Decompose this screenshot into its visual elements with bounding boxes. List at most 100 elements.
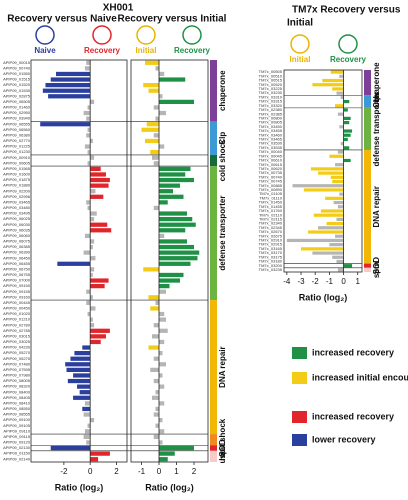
bar <box>153 378 159 384</box>
category-label: APIP09_06380 <box>3 132 31 137</box>
category-label: APIP09_07980 <box>3 373 31 378</box>
bar <box>159 183 180 188</box>
category-label: APIP09_09150 <box>3 283 31 288</box>
bar <box>159 166 191 171</box>
group-strip <box>210 445 217 451</box>
group-label: cold shock <box>218 139 227 181</box>
bar <box>155 406 159 412</box>
bar <box>336 259 344 264</box>
bar <box>145 138 159 144</box>
bar <box>329 154 344 158</box>
category-label: TM7x_02910 <box>259 238 283 243</box>
bar <box>90 328 110 333</box>
legend-label: increased initial encounter <box>312 372 408 382</box>
bar <box>318 226 344 230</box>
bar <box>83 110 91 116</box>
bar <box>153 105 159 110</box>
bar <box>325 196 344 200</box>
category-label: TM7x_00515 <box>259 78 283 83</box>
bar <box>74 351 91 356</box>
bar <box>335 104 344 108</box>
category-label: APIP09_01230 <box>3 149 31 154</box>
category-label: APIP09_02950 <box>3 110 31 115</box>
bar <box>87 311 91 317</box>
x-tick-label: 2 <box>192 467 197 476</box>
group-label: spm <box>372 262 381 278</box>
group-strip <box>210 434 217 446</box>
bar <box>150 306 159 311</box>
bar <box>155 390 159 395</box>
bar <box>308 230 344 234</box>
category-label: TM7x_03450 <box>259 124 283 129</box>
category-label: APIP09_05275 <box>3 356 31 361</box>
bar <box>86 133 91 138</box>
bar <box>335 234 344 238</box>
bar <box>50 445 91 451</box>
bar <box>87 150 91 155</box>
group-label: SOD <box>372 257 381 275</box>
bar <box>90 183 109 188</box>
category-label: TM7x_00890 <box>259 187 283 192</box>
x-tick-label: 2 <box>114 467 119 476</box>
bar <box>286 238 344 243</box>
bar <box>42 88 91 93</box>
bar <box>50 77 91 82</box>
category-label: TM7x_00520 <box>259 82 283 87</box>
bar <box>343 158 351 163</box>
bar <box>83 250 91 255</box>
category-label: APIP09_06075 <box>3 239 31 244</box>
panel-label: Initial <box>290 55 311 64</box>
x-tick-label: 1 <box>174 467 179 476</box>
bar <box>148 88 159 93</box>
category-label: APIP09_03465 <box>3 199 31 204</box>
bar <box>343 121 350 125</box>
bar <box>337 205 344 209</box>
bar <box>152 334 159 339</box>
bar <box>86 200 91 205</box>
category-label: APIP09_01600 <box>3 172 31 177</box>
bar <box>86 60 91 65</box>
bar <box>153 434 159 439</box>
bar <box>153 133 159 138</box>
category-label: TM7x_00045 <box>259 153 283 158</box>
category-label: TM7x_02345 <box>259 225 283 230</box>
bar <box>339 125 344 129</box>
legend-swatch <box>292 434 307 446</box>
bar <box>329 243 344 247</box>
category-label: APIP09_01875 <box>3 177 31 182</box>
bar <box>155 300 159 305</box>
category-label: TM7x_03230 <box>259 90 283 95</box>
bar <box>159 418 163 423</box>
bar <box>159 99 194 104</box>
category-label: TM7x_02110 <box>259 212 283 217</box>
bar <box>332 87 344 91</box>
bar <box>159 384 165 389</box>
panel-icon <box>136 25 156 45</box>
panel-icon <box>290 34 310 54</box>
bar <box>55 71 91 77</box>
bar <box>143 267 159 272</box>
bar <box>150 367 159 372</box>
category-label: TM7x_00735 <box>259 170 283 175</box>
bar <box>90 222 108 227</box>
category-label: TM7x_01110 <box>259 195 283 200</box>
bar <box>90 418 95 423</box>
bar <box>66 367 91 372</box>
bar <box>90 267 95 272</box>
bar <box>145 60 159 65</box>
panel-frame <box>30 59 128 463</box>
category-label: TM7x_00740 <box>259 174 283 179</box>
panel-icon <box>182 25 202 45</box>
category-label: APIP09_09115 <box>3 434 30 439</box>
bar <box>326 222 344 226</box>
bar <box>343 133 351 137</box>
bar <box>159 172 186 177</box>
panel-frame <box>130 59 209 463</box>
category-label: APIP09_06450 <box>3 255 31 260</box>
category-label: APIP09_07595 <box>3 367 31 372</box>
bar <box>343 116 351 120</box>
category-label: APIP09_01210 <box>3 317 31 322</box>
bar <box>318 171 344 175</box>
bar <box>159 440 163 445</box>
bar <box>159 239 187 244</box>
